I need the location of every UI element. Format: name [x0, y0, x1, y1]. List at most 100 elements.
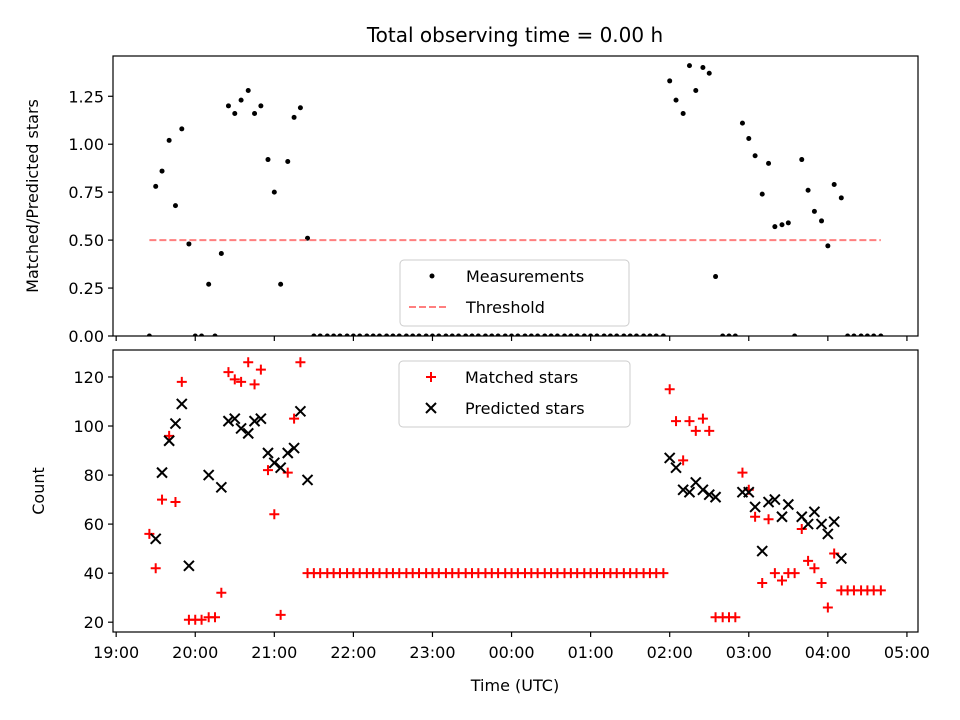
- y-tick-label: 1.25: [68, 87, 104, 106]
- predicted-star-point: [202, 469, 215, 481]
- predicted-star-point: [815, 518, 828, 530]
- legend: Measurements Threshold: [399, 259, 630, 327]
- measurement-point: [225, 103, 231, 109]
- measurement-point: [693, 88, 699, 94]
- matched-star-point: [704, 425, 715, 436]
- y-axis-label: Count: [29, 467, 48, 515]
- predicted-star-point: [183, 560, 195, 572]
- measurement-point: [502, 333, 508, 336]
- x-tick-label: 04:00: [805, 643, 851, 662]
- predicted-star-point: [235, 422, 247, 435]
- measurement-point: [153, 183, 159, 189]
- predicted-star-point: [663, 452, 676, 464]
- axes-frame: [112, 55, 919, 337]
- predicted-star-point: [670, 461, 682, 474]
- measurement-point: [825, 243, 831, 249]
- predicted-star-point: [749, 501, 761, 513]
- matched-star-point: [816, 577, 827, 588]
- matched-star-point: [164, 430, 175, 441]
- measurement-point: [845, 333, 851, 336]
- legend-entry: Measurements: [466, 267, 584, 286]
- measurement-point: [370, 333, 376, 336]
- predicted-star-point: [835, 552, 848, 565]
- matched-star-point: [737, 467, 748, 478]
- matched-star-point: [196, 614, 207, 625]
- matched-star-point: [229, 374, 240, 385]
- measurement-point: [146, 333, 152, 336]
- y-tick-label: 120: [73, 368, 104, 387]
- measurement-point: [212, 333, 218, 336]
- measurement-point: [186, 241, 192, 247]
- x-tick-label: 03:00: [726, 643, 772, 662]
- predicted-star-point: [301, 474, 314, 486]
- measurement-point: [515, 333, 521, 336]
- matched-star-point: [295, 357, 306, 368]
- measurement-point: [376, 333, 382, 336]
- matched-star-point: [664, 384, 675, 395]
- measurement-point: [871, 333, 877, 336]
- measurement-point: [245, 88, 251, 94]
- x-axis-label: Time (UTC): [470, 676, 559, 695]
- predicted-star-point: [215, 481, 228, 494]
- x-tick-label: 02:00: [647, 643, 693, 662]
- measurement-point: [509, 333, 515, 336]
- measurement-point: [568, 333, 574, 336]
- x-tick-label: 22:00: [330, 643, 376, 662]
- measurement-point: [574, 333, 580, 336]
- matched-star-point: [671, 416, 682, 427]
- measurement-point: [864, 333, 870, 336]
- predicted-star-point: [743, 486, 755, 498]
- measurement-point: [785, 220, 791, 226]
- measurement-point: [416, 333, 422, 336]
- measurement-point: [528, 333, 534, 336]
- measurement-point: [851, 333, 857, 336]
- matched-star-point: [757, 577, 768, 588]
- matched-star-point: [176, 376, 187, 387]
- y-tick-label: 60: [84, 515, 104, 534]
- measurement-point: [291, 114, 297, 120]
- measurement-point: [766, 160, 772, 166]
- predicted-star-point: [242, 427, 254, 440]
- matched-star-point: [697, 413, 708, 424]
- matched-star-point: [803, 555, 814, 566]
- measurement-point: [779, 222, 785, 228]
- matched-star-point: [763, 514, 774, 525]
- measurement-point: [449, 333, 455, 336]
- measurement-point: [258, 103, 264, 109]
- predicted-star-point: [769, 493, 781, 506]
- measurement-point: [594, 333, 600, 336]
- legend-entry: Predicted stars: [465, 399, 585, 418]
- matched-star-point: [262, 465, 273, 476]
- predicted-star-point: [808, 506, 821, 518]
- measurement-point: [562, 333, 568, 336]
- matched-star-point: [875, 585, 886, 596]
- measurement-point: [159, 168, 165, 174]
- measurement-point: [403, 333, 409, 336]
- legend-entry: Threshold: [465, 298, 545, 317]
- measurement-point: [311, 333, 317, 336]
- y-tick-label: 0.00: [68, 327, 104, 346]
- measurement-point: [206, 281, 212, 287]
- measurement-point: [271, 189, 277, 195]
- measurement-point: [746, 135, 752, 141]
- measurement-point: [660, 333, 666, 336]
- legend-dot-icon: [429, 273, 435, 279]
- measurement-point: [641, 333, 647, 336]
- y-tick-label: 20: [84, 613, 104, 632]
- predicted-star-point: [776, 511, 788, 523]
- predicted-star-point: [703, 488, 715, 501]
- measurement-point: [621, 333, 627, 336]
- measurement-point: [581, 333, 587, 336]
- y-tick-label: 80: [84, 466, 104, 485]
- measurement-point: [633, 333, 639, 336]
- measurement-point: [878, 333, 884, 336]
- predicted-star-point: [262, 447, 274, 459]
- measurement-point: [811, 208, 817, 214]
- matched-star-point: [289, 413, 300, 424]
- measurement-point: [364, 333, 370, 336]
- x-tick-label: 19:00: [93, 643, 139, 662]
- matched-star-point: [822, 602, 833, 613]
- y-tick-label: 0.75: [68, 183, 104, 202]
- measurement-point: [680, 111, 686, 117]
- measurement-point: [858, 333, 864, 336]
